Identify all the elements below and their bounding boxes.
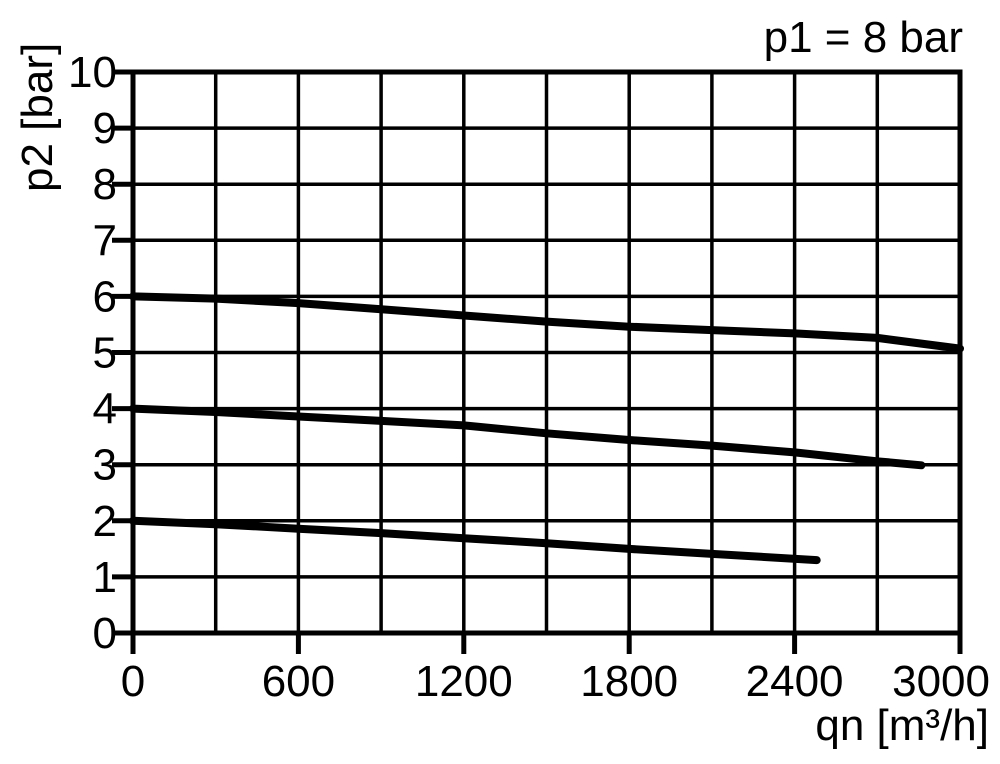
x-axis-label: qn [m³/h] [815,701,989,750]
y-tick-label: 9 [93,104,117,153]
y-tick-label: 4 [93,385,117,434]
y-axis-label: p2 [bar] [13,43,62,192]
x-tick-label: 2400 [746,657,844,706]
axis-ticks [112,69,963,654]
y-tick-label: 8 [93,160,117,209]
x-tick-label: 3000 [892,657,990,706]
curve-outlet-pressure-set-6-bar [129,292,964,353]
x-tick-label: 0 [121,657,145,706]
chart-title: p1 = 8 bar [764,13,963,62]
y-tick-label: 6 [93,272,117,321]
gridlines [133,72,960,633]
x-tick-label: 1800 [580,657,678,706]
x-tick-label: 1200 [415,657,513,706]
x-tick-label: 600 [262,657,335,706]
curve-outlet-pressure-set-2-bar [129,516,821,565]
y-tick-label: 5 [93,329,117,378]
curve-outlet-pressure-set-4-bar [129,404,926,470]
y-tick-label: 0 [93,609,117,658]
y-tick-label: 10 [68,48,117,97]
axis-tick-labels: 0 600 1200 1800 2400 3000 0 1 2 3 4 5 6 7 8 9 10 [68,48,990,706]
y-tick-label: 2 [93,497,117,546]
y-tick-label: 7 [93,216,117,265]
y-tick-label: 1 [93,553,117,602]
series-curves [129,292,964,565]
y-tick-label: 3 [93,441,117,490]
